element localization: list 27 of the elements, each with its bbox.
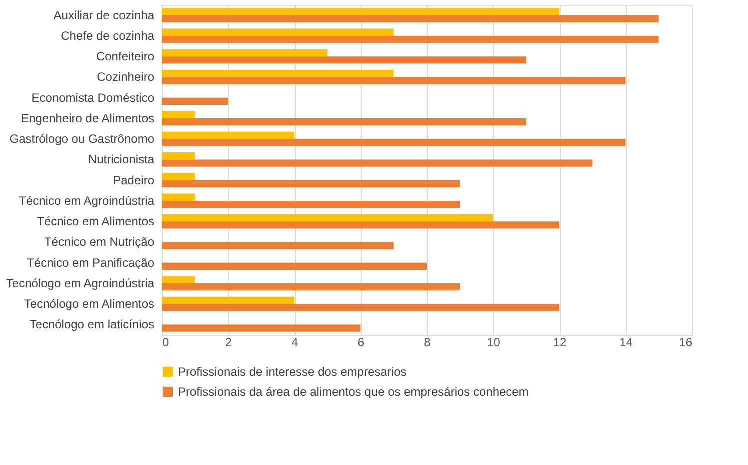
x-tick-label: 4 [292, 336, 299, 350]
x-tick-label: 10 [487, 336, 501, 350]
y-tick-label: Tecnólogo em Agroindústria [6, 276, 155, 290]
y-tick-label: Técnico em Alimentos [37, 214, 154, 229]
y-tick-label: Engenheiro de Alimentos [21, 111, 154, 126]
y-tick-label: Chefe de cozinha [61, 28, 155, 43]
legend-label: Profissionais da área de alimentos que os empresários conhecem [178, 385, 529, 399]
x-tick-label: 8 [424, 336, 432, 350]
legend-label: Profissionais de interesse dos empresarios [178, 365, 407, 379]
y-tick-label: Técnico em Agroindústria [19, 194, 155, 208]
y-tick-label: Tecnólogo em laticínios [30, 318, 154, 332]
y-tick-label: Confeiteiro [96, 50, 155, 64]
y-tick-label: Gastrólogo ou Gastrônomo [10, 132, 155, 146]
y-tick-label: Nutricionista [88, 152, 155, 167]
x-tick-label: 2 [225, 336, 232, 350]
x-tick-label: 12 [553, 336, 567, 350]
y-tick-label: Auxiliar de cozinha [54, 8, 155, 22]
y-tick-label: Cozinheiro [97, 70, 155, 84]
y-tick-label: Economista Doméstico [32, 90, 155, 105]
x-tick-label: 0 [162, 336, 170, 350]
x-tick-label: 6 [358, 336, 365, 350]
y-tick-label: Tecnólogo em Alimentos [24, 297, 154, 312]
y-tick-label: Técnico em Panificação [27, 256, 155, 270]
x-tick-label: 14 [620, 336, 634, 350]
y-tick-label: Técnico em Nutrição [44, 235, 155, 250]
y-tick-label: Padeiro [113, 173, 155, 188]
x-tick-label: 16 [679, 336, 693, 350]
